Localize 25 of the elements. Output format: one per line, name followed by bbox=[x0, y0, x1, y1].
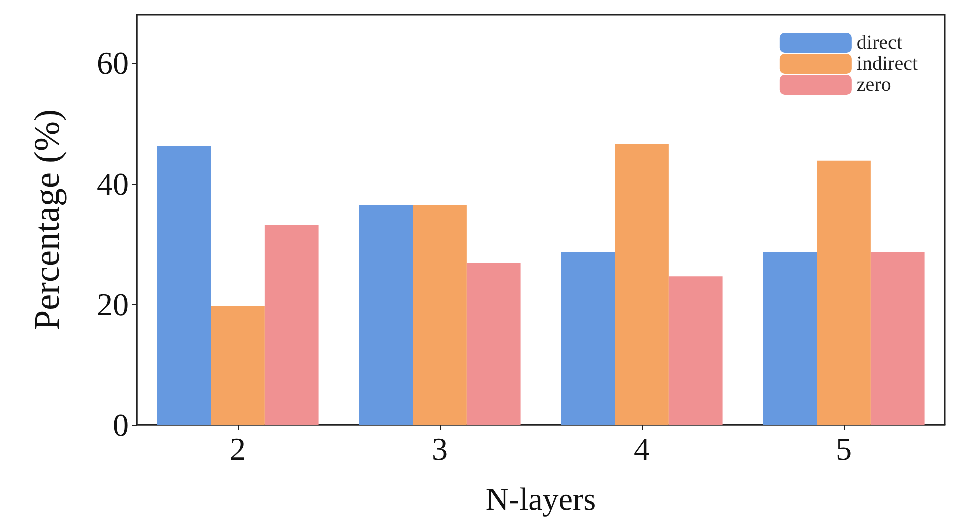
bar bbox=[817, 160, 871, 425]
legend-label: indirect bbox=[856, 53, 918, 75]
bar bbox=[668, 276, 723, 425]
x-tick-label: 3 bbox=[432, 431, 448, 467]
y-tick-label: 60 bbox=[97, 45, 129, 82]
y-axis-title: Percentage (%) bbox=[27, 110, 67, 330]
y-tick-label: 20 bbox=[97, 286, 129, 322]
legend-label: zero bbox=[856, 74, 892, 96]
bar bbox=[763, 252, 818, 425]
bar bbox=[211, 306, 265, 425]
bar bbox=[157, 146, 212, 425]
x-axis-title: N-layers bbox=[486, 481, 596, 517]
x-tick-label: 4 bbox=[634, 431, 650, 467]
bar bbox=[413, 206, 467, 425]
bar bbox=[359, 206, 414, 425]
y-tick-label: 40 bbox=[97, 166, 129, 202]
y-tick-label: 0 bbox=[113, 407, 129, 443]
bar bbox=[615, 144, 669, 425]
x-tick-label: 2 bbox=[230, 431, 246, 467]
x-tick-label: 5 bbox=[836, 431, 852, 467]
bar bbox=[561, 252, 616, 425]
legend-label: direct bbox=[856, 32, 903, 54]
bar bbox=[264, 225, 319, 425]
bar bbox=[870, 252, 925, 425]
bar bbox=[466, 263, 521, 425]
